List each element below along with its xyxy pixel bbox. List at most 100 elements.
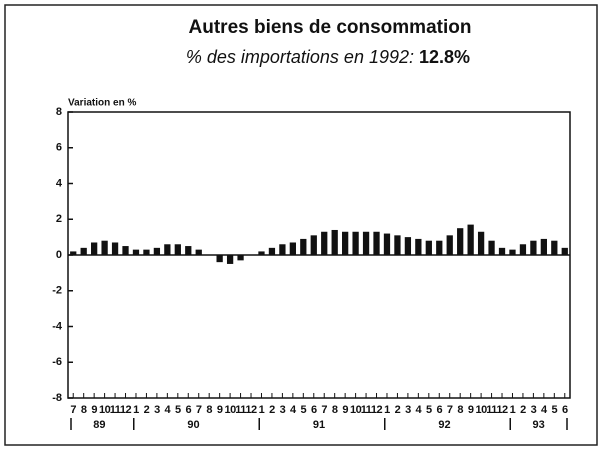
- bar: [143, 249, 150, 255]
- bar: [216, 255, 223, 263]
- x-tick-label: 8: [332, 404, 338, 416]
- x-tick-label: 7: [70, 404, 76, 416]
- x-tick-label: 8: [81, 404, 87, 416]
- x-tick-label: 3: [154, 404, 160, 416]
- x-tick-label: 10: [475, 404, 487, 416]
- bar: [321, 231, 328, 255]
- x-tick-label: 12: [371, 404, 383, 416]
- bar: [153, 247, 161, 255]
- x-tick-label: 10: [350, 404, 362, 416]
- y-tick-label: -8: [52, 392, 62, 404]
- bar: [467, 224, 474, 255]
- bar: [362, 231, 370, 255]
- x-tick-label: 2: [144, 404, 150, 416]
- bar: [404, 237, 412, 255]
- y-tick-label: 6: [56, 142, 62, 154]
- x-tick-label: 7: [196, 404, 202, 416]
- x-tick-label: 4: [541, 404, 548, 416]
- bar: [425, 240, 432, 255]
- year-label: 90: [187, 419, 199, 431]
- year-label: 92: [438, 419, 450, 431]
- x-tick-label: 5: [175, 404, 181, 416]
- frame: [4, 4, 598, 446]
- bar: [185, 246, 192, 255]
- bar: [436, 240, 443, 255]
- year-label: 93: [533, 419, 545, 431]
- bar: [289, 242, 296, 255]
- bar: [457, 228, 464, 255]
- x-tick-label: 1: [133, 404, 139, 416]
- bar: [268, 247, 276, 255]
- x-tick-label: 12: [496, 404, 508, 416]
- bar: [446, 235, 453, 255]
- bar: [226, 255, 234, 264]
- x-tick-label: 5: [426, 404, 432, 416]
- x-tick-label: 8: [457, 404, 463, 416]
- x-tick-label: 1: [510, 404, 516, 416]
- bar: [551, 240, 558, 255]
- bar: [91, 242, 98, 255]
- bar: [164, 244, 171, 255]
- x-tick-label: 3: [280, 404, 286, 416]
- x-tick-label: 8: [206, 404, 212, 416]
- bar: [561, 247, 568, 255]
- chart-subtitle: % des importations en 1992:: [186, 47, 414, 67]
- y-tick-label: 0: [56, 249, 62, 261]
- bar: [373, 231, 380, 255]
- x-tick-label: 4: [416, 404, 423, 416]
- x-tick-label: 7: [447, 404, 453, 416]
- x-tick-label: 2: [520, 404, 526, 416]
- y-axis-label: Variation en %: [68, 98, 136, 109]
- subtitle-value: 12.8%: [419, 47, 470, 67]
- bar: [383, 233, 391, 255]
- x-tick-label: 10: [99, 404, 111, 416]
- bar: [394, 235, 401, 255]
- bar: [174, 244, 181, 255]
- bar: [530, 240, 537, 255]
- bar: [279, 244, 286, 255]
- x-tick-label: 12: [245, 404, 257, 416]
- bar: [509, 249, 516, 255]
- x-tick-label: 3: [405, 404, 411, 416]
- bar: [122, 246, 129, 255]
- bar: [80, 247, 87, 255]
- y-tick-label: -6: [52, 356, 62, 368]
- x-tick-label: 4: [290, 404, 297, 416]
- x-tick-label: 2: [395, 404, 401, 416]
- bar: [540, 238, 547, 255]
- x-tick-label: 9: [91, 404, 97, 416]
- x-tick-label: 11: [486, 404, 497, 416]
- x-tick-label: 1: [384, 404, 390, 416]
- year-label: 89: [93, 419, 105, 431]
- x-tick-label: 5: [301, 404, 307, 416]
- y-tick-label: 8: [56, 106, 62, 118]
- x-tick-label: 9: [217, 404, 223, 416]
- x-tick-label: 7: [321, 404, 327, 416]
- bar: [132, 249, 140, 255]
- x-tick-label: 9: [468, 404, 474, 416]
- x-tick-label: 12: [120, 404, 132, 416]
- y-tick-label: -4: [52, 320, 63, 332]
- x-tick-label: 11: [361, 404, 372, 416]
- x-tick-label: 6: [185, 404, 191, 416]
- y-tick-label: 2: [56, 213, 62, 225]
- x-tick-label: 11: [235, 404, 246, 416]
- x-tick-label: 6: [436, 404, 442, 416]
- bar: [488, 240, 495, 255]
- bar: [331, 229, 338, 255]
- chart-title: Autres biens de consommation: [189, 17, 472, 38]
- x-tick-label: 10: [224, 404, 236, 416]
- bar: [258, 251, 265, 255]
- bar: [415, 238, 422, 255]
- x-tick-label: 6: [562, 404, 568, 416]
- bar: [70, 251, 77, 255]
- x-tick-label: 6: [311, 404, 317, 416]
- x-tick-label: 11: [110, 404, 121, 416]
- bar: [300, 238, 307, 255]
- bar: [352, 231, 359, 255]
- bar: [195, 249, 202, 255]
- x-tick-label: 2: [269, 404, 275, 416]
- y-tick-label: 4: [56, 177, 63, 189]
- bar: [498, 247, 506, 255]
